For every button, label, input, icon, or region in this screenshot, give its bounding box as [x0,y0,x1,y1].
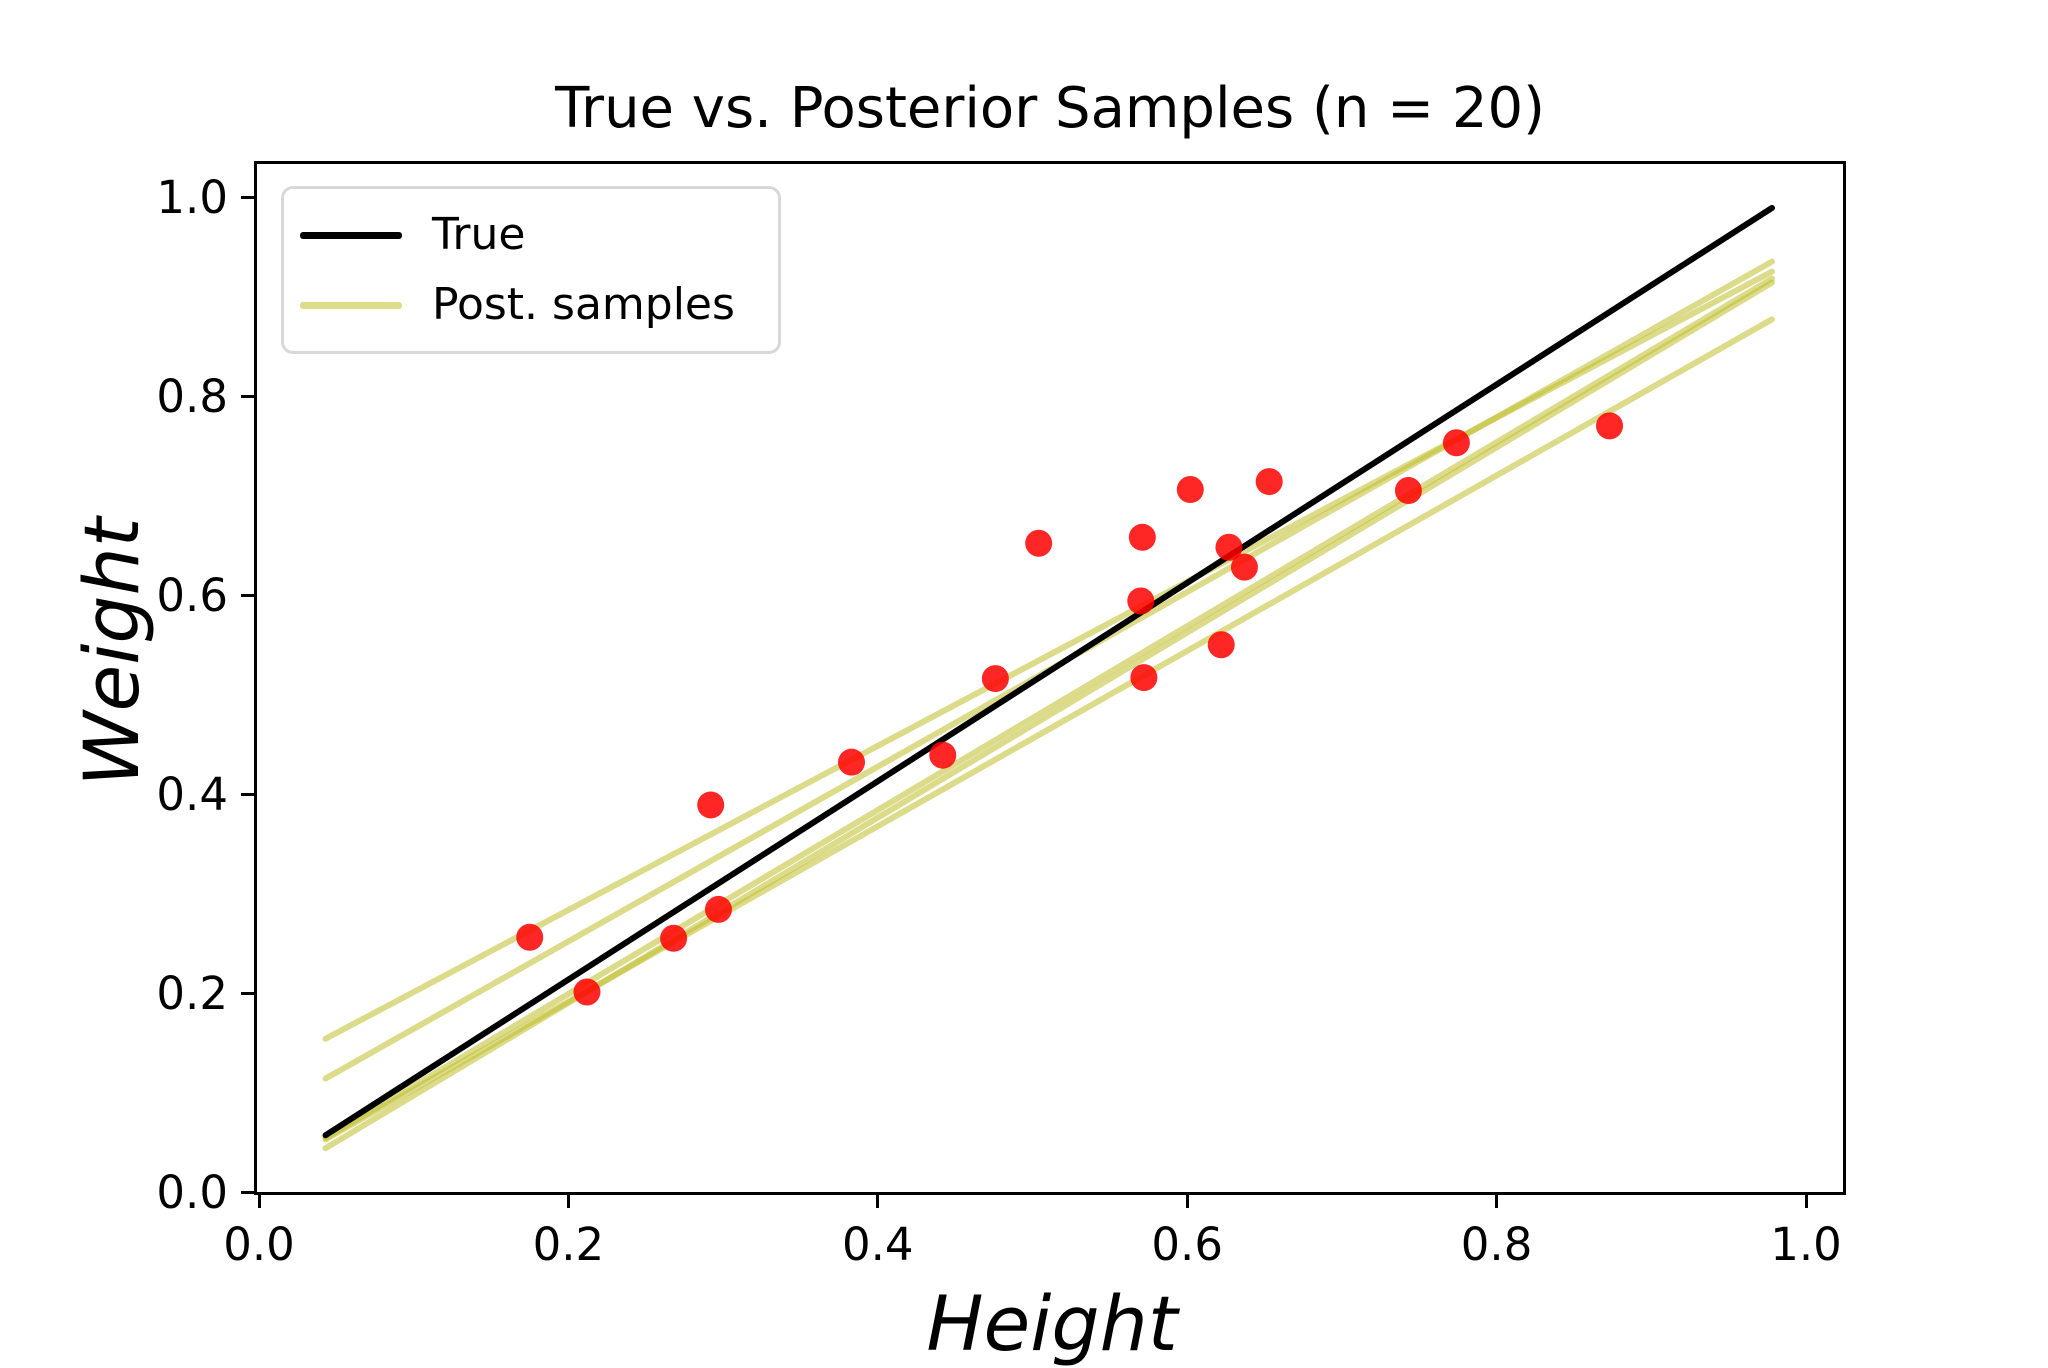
x-tick [1495,1195,1499,1208]
y-tick [241,1190,254,1194]
true-line-swatch [300,231,402,239]
scatter-point-13 [1176,476,1204,504]
x-axis-label: Height [926,1279,1178,1368]
scatter-point-8 [981,665,1009,693]
x-tick [1185,1195,1189,1208]
plot-svg [322,204,1775,1152]
y-tick-label: 0.0 [156,1166,228,1219]
y-tick-label: 0.4 [156,768,228,821]
scatter-point-1 [516,923,544,951]
legend-entry-post-samples: Post. samples [300,283,778,327]
scatter-point-6 [838,748,866,776]
x-tick [257,1195,261,1208]
scatter-point-17 [1255,468,1283,496]
legend: True Post. samples [281,186,781,354]
scatter-point-18 [1394,477,1422,505]
scatter-point-9 [1025,529,1053,557]
x-tick-label: 1.0 [1770,1218,1842,1271]
scatter-point-12 [1130,664,1158,692]
posterior-samples-swatch [300,301,402,309]
scatter-point-11 [1127,587,1155,615]
scatter-point-20 [1596,412,1624,440]
y-tick-label: 0.6 [156,569,228,622]
scatter-point-4 [704,895,732,923]
x-tick-label: 0.0 [223,1218,295,1271]
y-tick [241,195,254,199]
x-tick-label: 0.8 [1460,1218,1533,1271]
scatter-point-15 [1215,533,1243,561]
x-tick-label: 0.2 [532,1218,605,1271]
y-tick-label: 0.8 [156,370,228,423]
posterior-sample-5 [322,316,1775,1143]
chart-title: True vs. Posterior Samples (n = 20) [555,76,1545,141]
scatter-point-16 [1230,553,1258,581]
x-tick [566,1195,570,1208]
scatter-point-19 [1442,429,1470,457]
legend-label-post-samples: Post. samples [432,279,735,330]
scatter-point-10 [1128,523,1156,551]
y-tick [241,991,254,995]
x-tick [1804,1195,1808,1208]
scatter-point-5 [697,791,725,819]
scatter-point-2 [573,978,601,1006]
y-tick-label: 1.0 [156,171,228,224]
x-tick-label: 0.4 [842,1218,914,1271]
scatter-point-7 [929,741,957,769]
x-tick-label: 0.6 [1151,1218,1223,1271]
scatter-point-3 [660,924,688,952]
y-tick-label: 0.2 [156,967,228,1020]
posterior-sample-3 [322,275,1775,1142]
y-tick [241,792,254,796]
y-tick [241,394,254,398]
legend-entry-true: True [300,213,778,257]
legend-label-true: True [432,209,526,260]
true-line [322,204,1775,1139]
y-axis-label: Weight [67,517,156,787]
y-tick [241,593,254,597]
scatter-point-14 [1207,631,1235,659]
x-tick [876,1195,880,1208]
